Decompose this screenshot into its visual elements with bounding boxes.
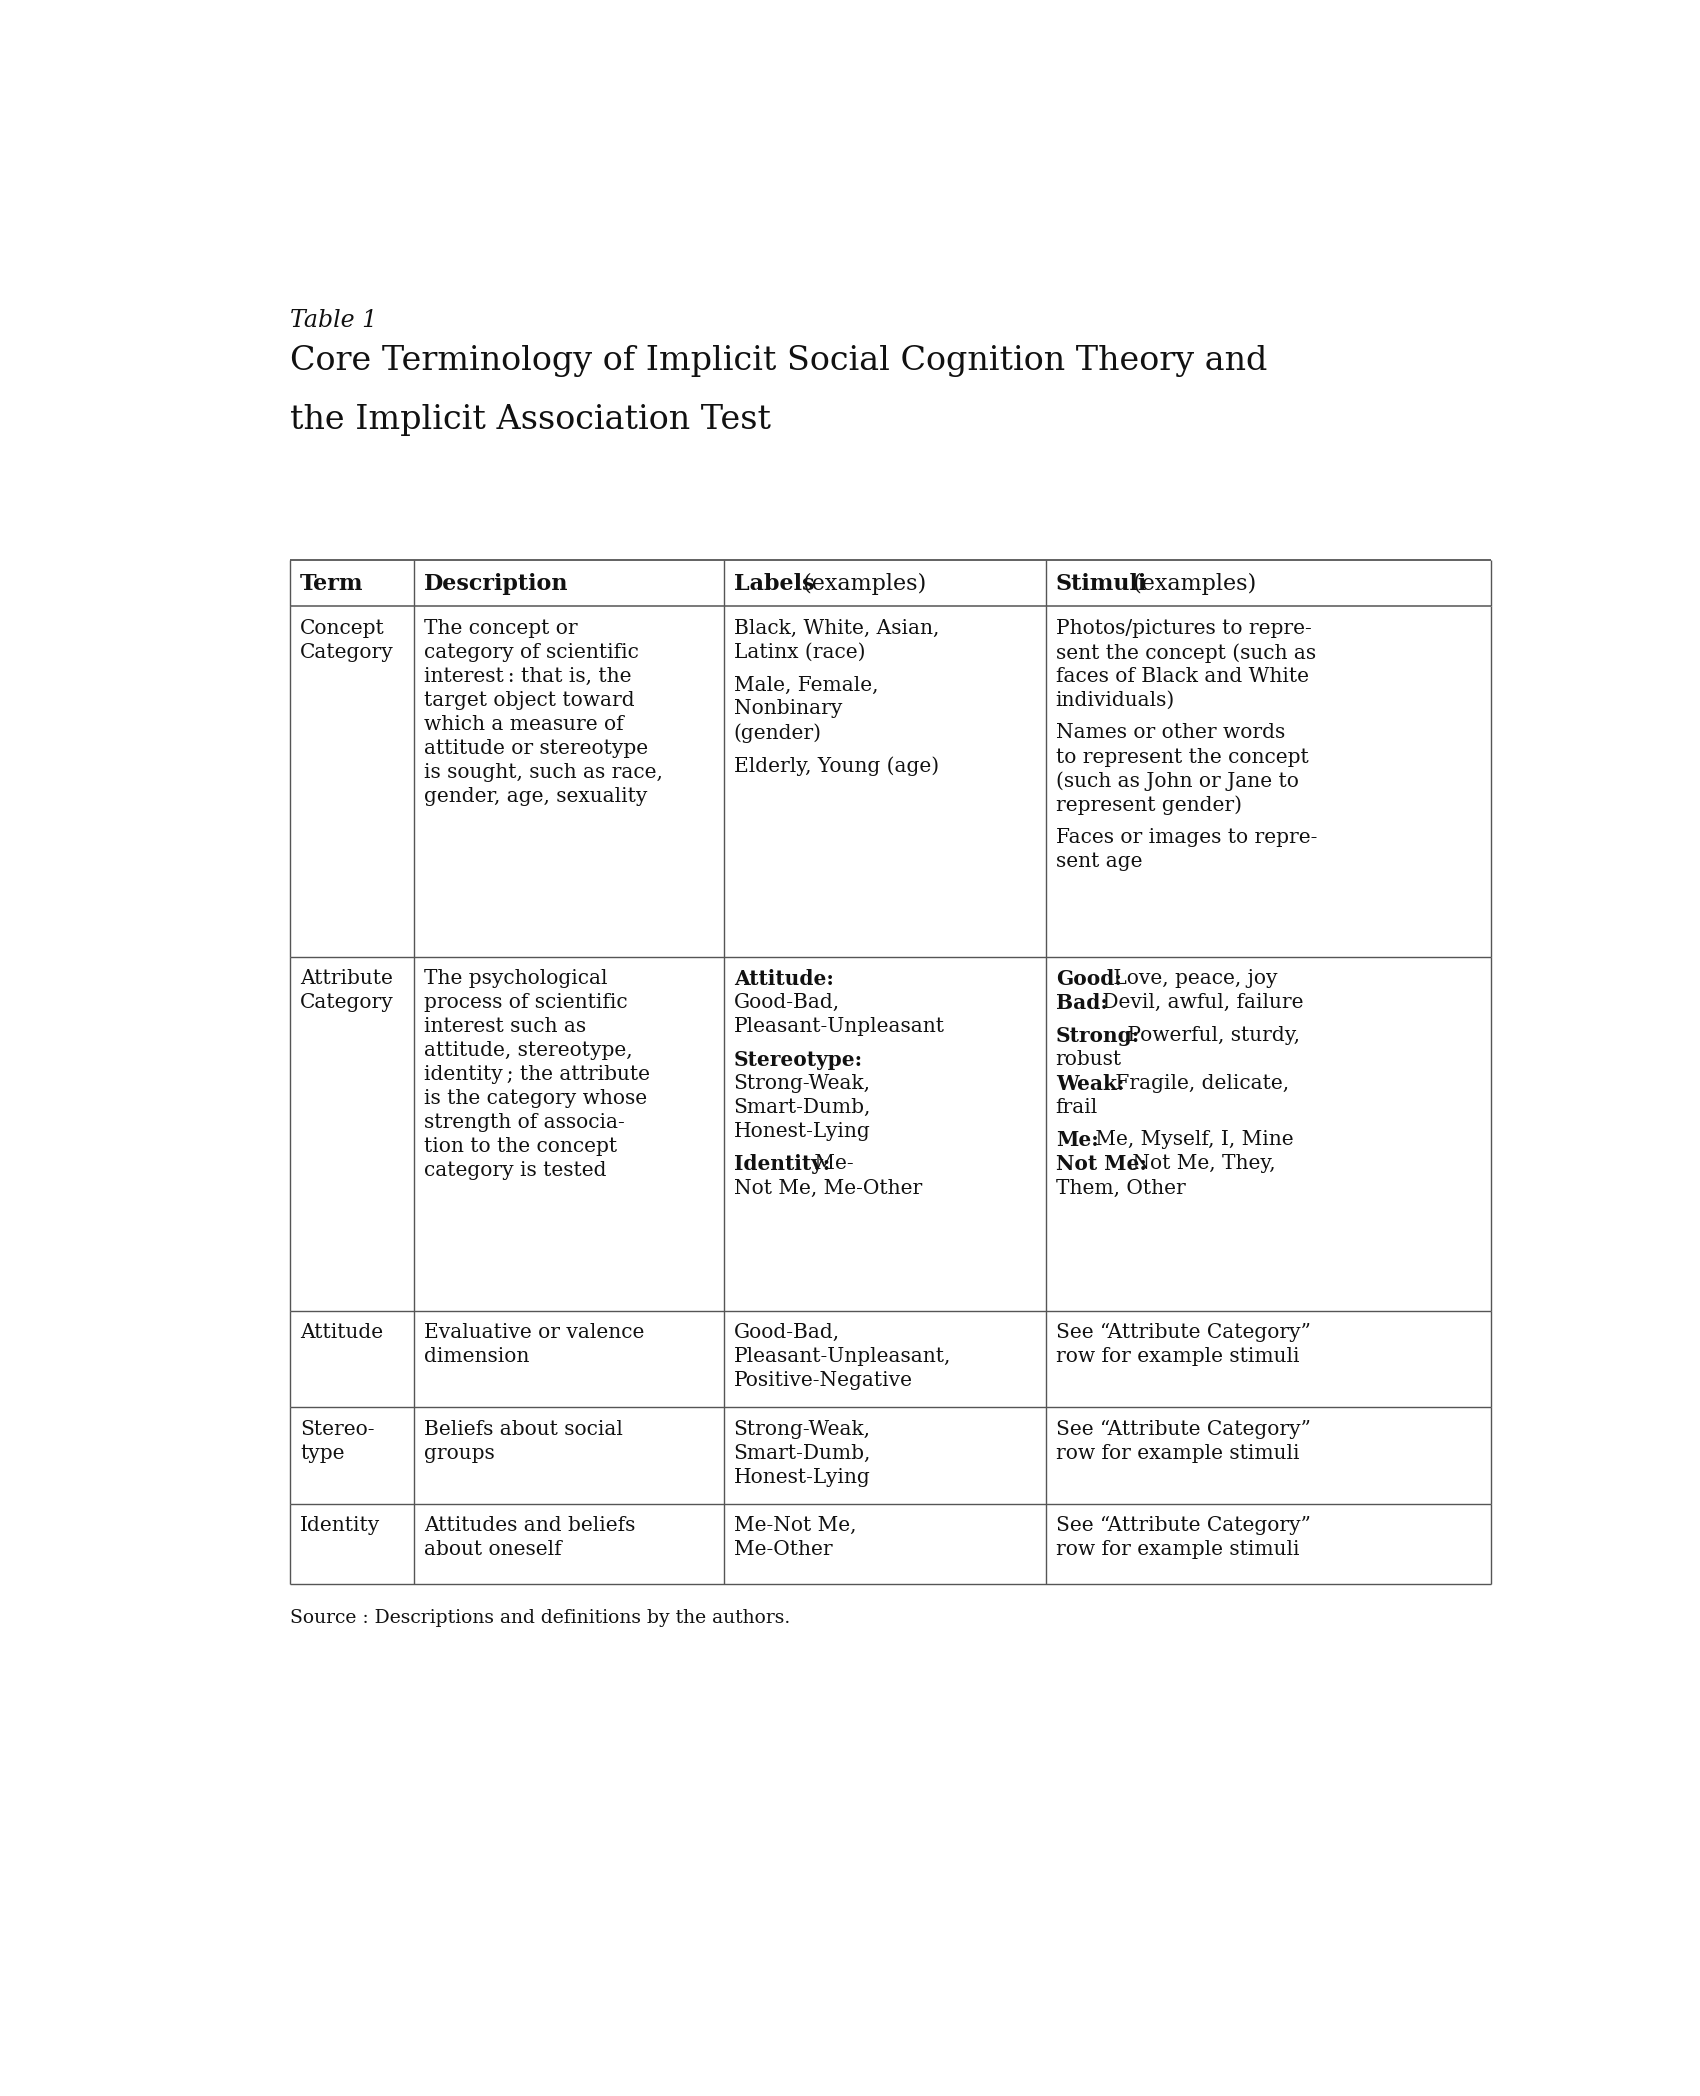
Text: Concept: Concept — [301, 618, 384, 637]
Text: Source : Descriptions and definitions by the authors.: Source : Descriptions and definitions by… — [291, 1610, 791, 1626]
Text: Me:: Me: — [1056, 1130, 1098, 1151]
Text: Elderly, Young (age): Elderly, Young (age) — [734, 757, 938, 776]
Text: (such as John or Jane to: (such as John or Jane to — [1056, 771, 1299, 790]
Text: interest such as: interest such as — [423, 1017, 586, 1035]
Text: row for example stimuli: row for example stimuli — [1056, 1348, 1299, 1367]
Text: Identity: Identity — [301, 1515, 381, 1534]
Text: (examples): (examples) — [1127, 572, 1256, 595]
Text: Category: Category — [301, 994, 394, 1012]
Text: sent the concept (such as: sent the concept (such as — [1056, 643, 1316, 662]
Text: (examples): (examples) — [796, 572, 926, 595]
Text: Attitudes and beliefs: Attitudes and beliefs — [423, 1515, 636, 1534]
Text: Attribute: Attribute — [301, 968, 393, 987]
Text: identity ; the attribute: identity ; the attribute — [423, 1065, 649, 1084]
Text: process of scientific: process of scientific — [423, 994, 627, 1012]
Text: Me-Not Me,: Me-Not Me, — [734, 1515, 857, 1534]
Text: which a measure of: which a measure of — [423, 715, 624, 734]
Text: Love, peace, joy: Love, peace, joy — [1107, 968, 1277, 987]
Text: represent gender): represent gender) — [1056, 796, 1241, 815]
Text: groups: groups — [423, 1444, 495, 1463]
Text: Pleasant-Unpleasant: Pleasant-Unpleasant — [734, 1017, 945, 1035]
Text: Them, Other: Them, Other — [1056, 1178, 1185, 1197]
Text: dimension: dimension — [423, 1348, 529, 1367]
Text: individuals): individuals) — [1056, 692, 1175, 711]
Text: to represent the concept: to represent the concept — [1056, 748, 1309, 767]
Text: Term: Term — [301, 572, 364, 595]
Text: Identity:: Identity: — [734, 1155, 830, 1174]
Text: attitude or stereotype: attitude or stereotype — [423, 740, 648, 759]
Text: Names or other words: Names or other words — [1056, 723, 1285, 742]
Text: type: type — [301, 1444, 345, 1463]
Text: Strong-Weak,: Strong-Weak, — [734, 1419, 870, 1438]
Text: Faces or images to repre-: Faces or images to repre- — [1056, 828, 1318, 847]
Text: Positive-Negative: Positive-Negative — [734, 1371, 913, 1390]
Text: Not Me, Me-Other: Not Me, Me-Other — [734, 1178, 921, 1197]
Text: robust: robust — [1056, 1050, 1122, 1069]
Text: Evaluative or valence: Evaluative or valence — [423, 1323, 644, 1341]
Text: Category: Category — [301, 643, 394, 662]
Text: Attitude: Attitude — [301, 1323, 382, 1341]
Text: is sought, such as race,: is sought, such as race, — [423, 763, 663, 782]
Text: Stereo-: Stereo- — [301, 1419, 374, 1438]
Text: row for example stimuli: row for example stimuli — [1056, 1444, 1299, 1463]
Text: Me-: Me- — [808, 1155, 853, 1174]
Text: (gender): (gender) — [734, 723, 821, 744]
Text: category of scientific: category of scientific — [423, 643, 639, 662]
Text: Honest-Lying: Honest-Lying — [734, 1467, 870, 1486]
Text: Honest-Lying: Honest-Lying — [734, 1121, 870, 1140]
Text: See “Attribute Category”: See “Attribute Category” — [1056, 1323, 1311, 1341]
Text: category is tested: category is tested — [423, 1161, 607, 1180]
Text: tion to the concept: tion to the concept — [423, 1138, 617, 1157]
Text: Fragile, delicate,: Fragile, delicate, — [1108, 1073, 1289, 1092]
Text: Bad:: Bad: — [1056, 994, 1107, 1012]
Text: attitude, stereotype,: attitude, stereotype, — [423, 1042, 632, 1061]
Text: Male, Female,: Male, Female, — [734, 675, 879, 694]
Text: gender, age, sexuality: gender, age, sexuality — [423, 788, 648, 807]
Text: The psychological: The psychological — [423, 968, 607, 987]
Text: Me-Other: Me-Other — [734, 1541, 833, 1559]
Text: Photos/pictures to repre-: Photos/pictures to repre- — [1056, 618, 1311, 637]
Text: target object toward: target object toward — [423, 692, 634, 711]
Text: Description: Description — [423, 572, 568, 595]
Text: Me, Myself, I, Mine: Me, Myself, I, Mine — [1088, 1130, 1294, 1149]
Text: Pleasant-Unpleasant,: Pleasant-Unpleasant, — [734, 1348, 950, 1367]
Text: Black, White, Asian,: Black, White, Asian, — [734, 618, 938, 637]
Text: Good-Bad,: Good-Bad, — [734, 1323, 840, 1341]
Text: Nonbinary: Nonbinary — [734, 700, 842, 719]
Text: Not Me, They,: Not Me, They, — [1125, 1155, 1275, 1174]
Text: Beliefs about social: Beliefs about social — [423, 1419, 622, 1438]
Text: strength of associa-: strength of associa- — [423, 1113, 624, 1132]
Text: Weak:: Weak: — [1056, 1073, 1124, 1094]
Text: Stereotype:: Stereotype: — [734, 1050, 864, 1069]
Text: frail: frail — [1056, 1098, 1098, 1117]
Text: Stimuli: Stimuli — [1056, 572, 1148, 595]
Text: is the category whose: is the category whose — [423, 1090, 648, 1109]
Text: Strong:: Strong: — [1056, 1025, 1141, 1046]
Text: the Implicit Association Test: the Implicit Association Test — [291, 405, 772, 436]
Text: Latinx (race): Latinx (race) — [734, 643, 865, 662]
Text: Good:: Good: — [1056, 968, 1122, 989]
Text: Devil, awful, failure: Devil, awful, failure — [1096, 994, 1304, 1012]
Text: interest : that is, the: interest : that is, the — [423, 667, 631, 685]
Text: row for example stimuli: row for example stimuli — [1056, 1541, 1299, 1559]
Text: Core Terminology of Implicit Social Cognition Theory and: Core Terminology of Implicit Social Cogn… — [291, 346, 1268, 377]
Text: about oneself: about oneself — [423, 1541, 561, 1559]
Text: Powerful, sturdy,: Powerful, sturdy, — [1120, 1025, 1300, 1044]
Text: Smart-Dumb,: Smart-Dumb, — [734, 1098, 870, 1117]
Text: See “Attribute Category”: See “Attribute Category” — [1056, 1419, 1311, 1438]
Text: Good-Bad,: Good-Bad, — [734, 994, 840, 1012]
Text: Attitude:: Attitude: — [734, 968, 833, 989]
Text: Table 1: Table 1 — [291, 310, 377, 333]
Text: sent age: sent age — [1056, 853, 1142, 872]
Text: Not Me:: Not Me: — [1056, 1155, 1146, 1174]
Text: The concept or: The concept or — [423, 618, 578, 637]
Text: faces of Black and White: faces of Black and White — [1056, 667, 1309, 685]
Text: Smart-Dumb,: Smart-Dumb, — [734, 1444, 870, 1463]
Text: See “Attribute Category”: See “Attribute Category” — [1056, 1515, 1311, 1534]
Text: Labels: Labels — [734, 572, 814, 595]
Text: Strong-Weak,: Strong-Weak, — [734, 1073, 870, 1092]
